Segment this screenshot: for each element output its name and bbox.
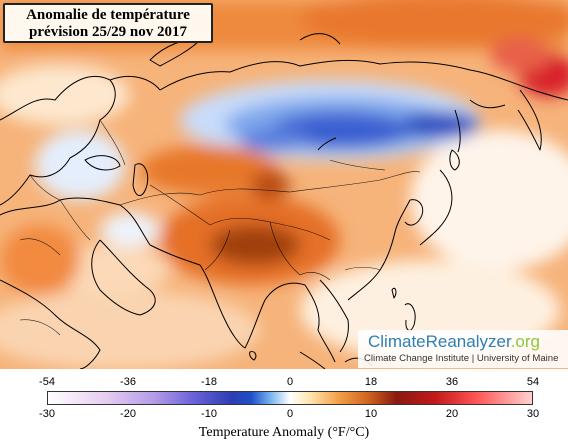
c-tick: -20 bbox=[120, 408, 136, 420]
c-tick: -30 bbox=[39, 408, 55, 420]
f-tick: 36 bbox=[445, 376, 459, 388]
f-tick: -54 bbox=[39, 376, 55, 388]
f-tick: -36 bbox=[120, 376, 136, 388]
c-tick: 20 bbox=[445, 408, 459, 420]
f-tick: 54 bbox=[526, 376, 540, 388]
brand-name: ClimateReanalyzer bbox=[368, 332, 511, 351]
climate-reanalyzer-logo: ClimateReanalyzer.org Climate Change Ins… bbox=[358, 330, 568, 368]
c-tick: -10 bbox=[201, 408, 217, 420]
f-tick: 18 bbox=[364, 376, 378, 388]
c-tick: 0 bbox=[286, 408, 294, 420]
title-line-2: prévision 25/29 nov 2017 bbox=[29, 24, 187, 40]
brand-subtitle: Climate Change Institute | University of… bbox=[364, 353, 559, 364]
colorbar-title: Temperature Anomaly (°F/°C) bbox=[198, 425, 370, 440]
temperature-anomaly-map bbox=[0, 0, 568, 370]
c-tick: 10 bbox=[364, 408, 378, 420]
c-tick: 30 bbox=[526, 408, 540, 420]
colorbar bbox=[47, 391, 533, 405]
brand-suffix: .org bbox=[510, 332, 540, 351]
map-title: Anomalie de température prévision 25/29 … bbox=[3, 3, 213, 43]
title-line-1: Anomalie de température bbox=[26, 7, 190, 23]
f-tick: -18 bbox=[201, 376, 217, 388]
colorbar-legend bbox=[0, 369, 568, 443]
f-tick: 0 bbox=[286, 376, 294, 388]
